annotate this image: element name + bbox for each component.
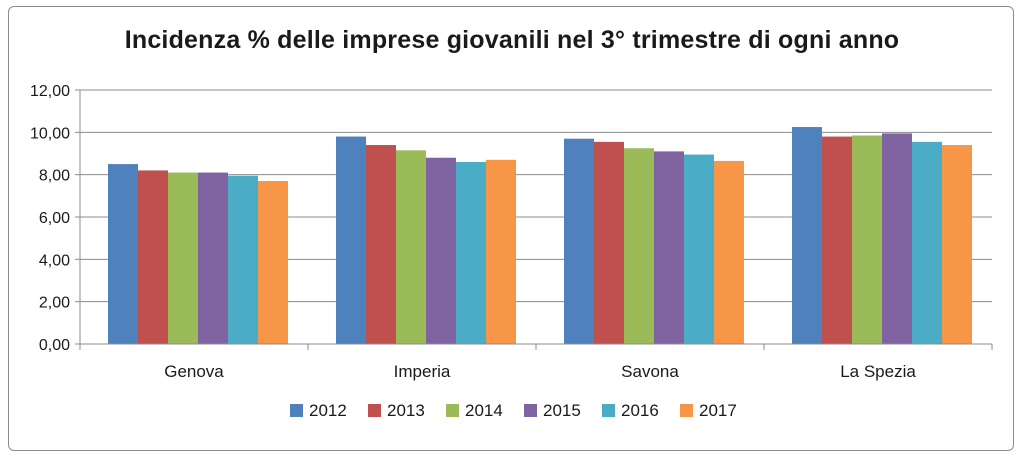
- x-category-label: Genova: [164, 362, 224, 381]
- legend-swatch: [290, 404, 303, 417]
- bar-2015-imperia: [426, 157, 456, 344]
- y-tick-label: 2,00: [39, 295, 70, 312]
- bar-2015-la-spezia: [882, 133, 912, 344]
- legend-swatch: [602, 404, 615, 417]
- x-category-label: Savona: [621, 362, 679, 381]
- legend-label: 2012: [309, 401, 347, 420]
- bar-2016-genova: [228, 175, 258, 344]
- bar-2012-genova: [108, 164, 138, 344]
- legend-swatch: [446, 404, 459, 417]
- bars: [108, 127, 972, 345]
- bar-2012-imperia: [336, 136, 366, 344]
- bar-2014-savona: [624, 148, 654, 344]
- legend-swatch: [680, 404, 693, 417]
- bar-2014-la-spezia: [852, 135, 882, 344]
- bar-2013-savona: [594, 141, 624, 344]
- bar-2015-savona: [654, 151, 684, 344]
- chart-title: Incidenza % delle imprese giovanili nel …: [124, 26, 900, 54]
- x-axis-ticks: Genova Imperia Savona La Spezia: [79, 344, 993, 381]
- legend-swatch: [368, 404, 381, 417]
- x-category-label: La Spezia: [840, 362, 916, 381]
- bar-2013-genova: [138, 170, 168, 344]
- legend-label: 2013: [387, 401, 425, 420]
- y-tick-label: 4,00: [39, 252, 70, 269]
- bar-2016-imperia: [456, 161, 486, 344]
- y-axis-ticks: 0,00 2,00 4,00 6,00 8,00 10,00 12,00: [30, 83, 80, 354]
- bar-2014-genova: [168, 172, 198, 344]
- bar-2017-genova: [258, 181, 288, 344]
- legend-label: 2014: [465, 401, 503, 420]
- legend-label: 2015: [543, 401, 581, 420]
- y-tick-label: 6,00: [39, 210, 70, 227]
- bar-2016-savona: [684, 154, 714, 344]
- bar-2013-la-spezia: [822, 136, 852, 344]
- bar-2012-la-spezia: [792, 127, 822, 345]
- bar-2014-imperia: [396, 150, 426, 344]
- y-tick-label: 0,00: [39, 337, 70, 354]
- legend-label: 2017: [699, 401, 737, 420]
- legend-swatch: [524, 404, 537, 417]
- y-tick-label: 12,00: [30, 83, 70, 100]
- bar-2017-savona: [714, 160, 744, 344]
- x-category-label: Imperia: [394, 362, 451, 381]
- bar-2015-genova: [198, 172, 228, 344]
- legend-label: 2016: [621, 401, 659, 420]
- legend: 2012 2013 2014 2015 2016 2017: [290, 401, 737, 420]
- bar-2017-la-spezia: [942, 145, 972, 344]
- bar-2013-imperia: [366, 145, 396, 344]
- y-tick-label: 10,00: [30, 125, 70, 142]
- bar-2016-la-spezia: [912, 141, 942, 344]
- y-tick-label: 8,00: [39, 168, 70, 185]
- bar-2012-savona: [564, 138, 594, 344]
- bar-2017-imperia: [486, 159, 516, 344]
